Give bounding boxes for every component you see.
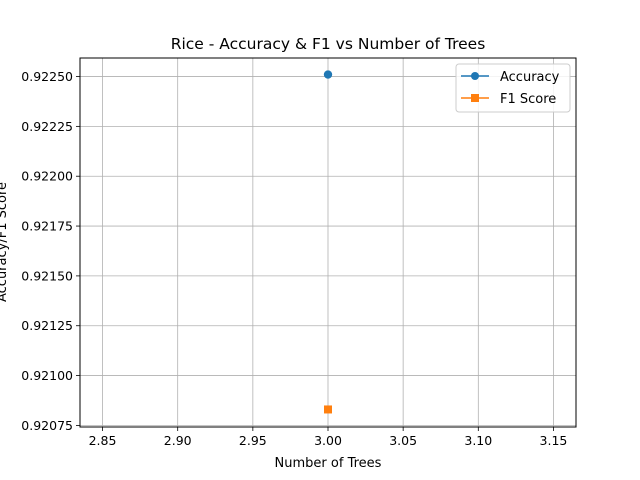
x-axis-label: Number of Trees [275, 456, 382, 471]
data-series [323, 70, 333, 414]
legend-label-accuracy: Accuracy [500, 70, 560, 85]
grid-lines [80, 58, 576, 427]
y-tick-label: 0.92250 [21, 69, 73, 84]
x-tick-label: 3.15 [540, 433, 568, 448]
x-tick-label: 2.85 [89, 433, 117, 448]
x-tick-label: 3.10 [464, 433, 492, 448]
data-point-accuracy [323, 70, 333, 79]
legend-item-accuracy: Accuracy [461, 70, 560, 85]
x-tick-label: 2.90 [164, 433, 192, 448]
y-tick-label: 0.92175 [21, 219, 73, 234]
x-tick-label: 2.95 [239, 433, 267, 448]
y-axis-ticks: 0.92075 0.92100 0.92125 0.92150 0.92175 0.922… [21, 69, 80, 433]
x-tick-label: 3.00 [314, 433, 342, 448]
chart-title: Rice - Accuracy & F1 vs Number of Trees [171, 35, 486, 53]
y-tick-label: 0.92075 [21, 418, 73, 433]
data-point-f1-score [324, 405, 332, 414]
series-f1-score [324, 405, 332, 414]
y-tick-label: 0.92125 [21, 318, 73, 333]
legend-marker-f1-score [471, 94, 479, 102]
y-tick-label: 0.92150 [21, 268, 73, 283]
legend-label-f1-score: F1 Score [500, 92, 556, 107]
legend-marker-accuracy [471, 72, 479, 80]
y-axis-label: Accuracy/F1 Score [0, 182, 10, 302]
x-tick-label: 3.05 [389, 433, 417, 448]
series-accuracy [323, 70, 333, 79]
y-tick-label: 0.92225 [21, 119, 73, 134]
y-tick-label: 0.92200 [21, 169, 73, 184]
x-axis-ticks: 2.85 2.90 2.95 3.00 3.05 3.10 3.15 [89, 427, 568, 448]
y-tick-label: 0.92100 [21, 368, 73, 383]
legend: Accuracy F1 Score [455, 63, 571, 113]
legend-item-f1-score: F1 Score [461, 92, 556, 107]
